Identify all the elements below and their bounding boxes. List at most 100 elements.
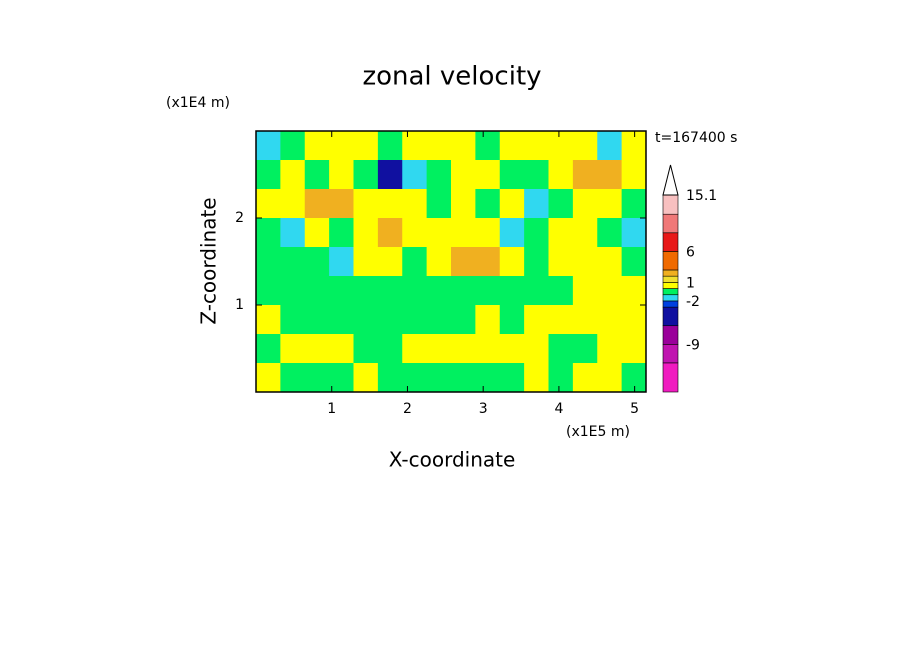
field-cell: [426, 363, 452, 393]
x-tick-label: 2: [403, 401, 412, 417]
field-cell: [426, 334, 452, 364]
y-axis-label: Z-coordinate: [197, 197, 221, 324]
field-cell: [621, 218, 647, 248]
field-cell: [621, 131, 647, 161]
field-cell: [475, 334, 501, 364]
field-cell: [475, 189, 501, 219]
field-cell: [426, 160, 452, 190]
field-cell: [353, 131, 379, 161]
field-cell: [329, 218, 354, 248]
field-cell: [597, 189, 623, 219]
field-cell: [499, 131, 525, 161]
field-cell: [256, 131, 281, 161]
field-cell: [426, 276, 452, 306]
field-cell: [377, 305, 403, 335]
field-cell: [329, 334, 354, 364]
colorbar-bin: [662, 300, 679, 308]
field-cell: [548, 334, 574, 364]
colorbar-label: -9: [686, 337, 700, 353]
field-cell: [524, 363, 549, 393]
field-cell: [304, 131, 330, 161]
field-cell: [572, 363, 598, 393]
field-cell: [524, 218, 549, 248]
field-cell: [304, 189, 330, 219]
field-cell: [304, 247, 330, 277]
field-cell: [621, 276, 647, 306]
field-cell: [402, 218, 428, 248]
field-cell: [353, 218, 379, 248]
field-cell: [621, 160, 647, 190]
field-cell: [572, 276, 598, 306]
field-cell: [524, 189, 549, 219]
field-cell: [377, 189, 403, 219]
field-cell: [621, 305, 647, 335]
field-cell: [329, 363, 354, 393]
field-cell: [426, 131, 452, 161]
colorbar-bin: [662, 325, 679, 345]
field-cell: [499, 334, 525, 364]
field-cell: [548, 247, 574, 277]
field-cell: [280, 160, 306, 190]
field-cell: [280, 131, 306, 161]
field-cell: [524, 305, 549, 335]
field-cell: [475, 131, 501, 161]
field-cell: [572, 305, 598, 335]
field-cell: [451, 363, 476, 393]
field-cell: [621, 247, 647, 277]
y-unit: (x1E4 m): [166, 95, 230, 111]
colorbar-bin: [662, 213, 679, 234]
field-cell: [329, 160, 354, 190]
colorbar-bin: [662, 251, 679, 271]
colorbar-label: 15.1: [686, 188, 717, 204]
field-cell: [280, 218, 306, 248]
field-cell: [353, 247, 379, 277]
colorbar-label: -2: [686, 294, 700, 310]
colorbar-arrow: [662, 164, 679, 196]
field-cell: [572, 247, 598, 277]
field-cell: [451, 305, 476, 335]
field-cell: [499, 363, 525, 393]
field-cell: [304, 276, 330, 306]
field-cell: [377, 218, 403, 248]
field-cell: [621, 334, 647, 364]
field-cell: [426, 189, 452, 219]
colorbar-bin: [662, 362, 679, 393]
field-cell: [451, 189, 476, 219]
field-cell: [402, 334, 428, 364]
field-cell: [256, 218, 281, 248]
field-cell: [256, 363, 281, 393]
field-cell: [524, 160, 549, 190]
field-cell: [329, 305, 354, 335]
field-cell: [499, 276, 525, 306]
field-cell: [402, 131, 428, 161]
field-cell: [280, 276, 306, 306]
field-cell: [475, 363, 501, 393]
x-tick-label: 1: [327, 401, 336, 417]
colorbar-bin: [662, 294, 679, 302]
y-tick-label: 2: [235, 210, 244, 226]
field-cell: [329, 189, 354, 219]
field-cell: [475, 218, 501, 248]
field-cell: [377, 247, 403, 277]
field-cell: [402, 160, 428, 190]
annotation: t=167400 s: [655, 130, 737, 146]
field-cell: [499, 160, 525, 190]
field-cell: [524, 131, 549, 161]
colorbar-label: 1: [686, 275, 695, 291]
field-cell: [402, 189, 428, 219]
colorbar-bin: [662, 306, 679, 327]
field-cell: [256, 247, 281, 277]
field-cell: [329, 247, 354, 277]
x-tick-label: 3: [479, 401, 488, 417]
field-cell: [548, 218, 574, 248]
field-cell: [451, 218, 476, 248]
colorbar-bin: [662, 343, 679, 364]
field-cell: [597, 363, 623, 393]
x-axis-label: X-coordinate: [389, 448, 516, 472]
colorbar-label: 6: [686, 244, 695, 260]
colorbar-bin: [662, 275, 679, 283]
field-cell: [475, 305, 501, 335]
x-tick-label: 4: [554, 401, 563, 417]
field-cell: [548, 305, 574, 335]
field-cell: [499, 247, 525, 277]
